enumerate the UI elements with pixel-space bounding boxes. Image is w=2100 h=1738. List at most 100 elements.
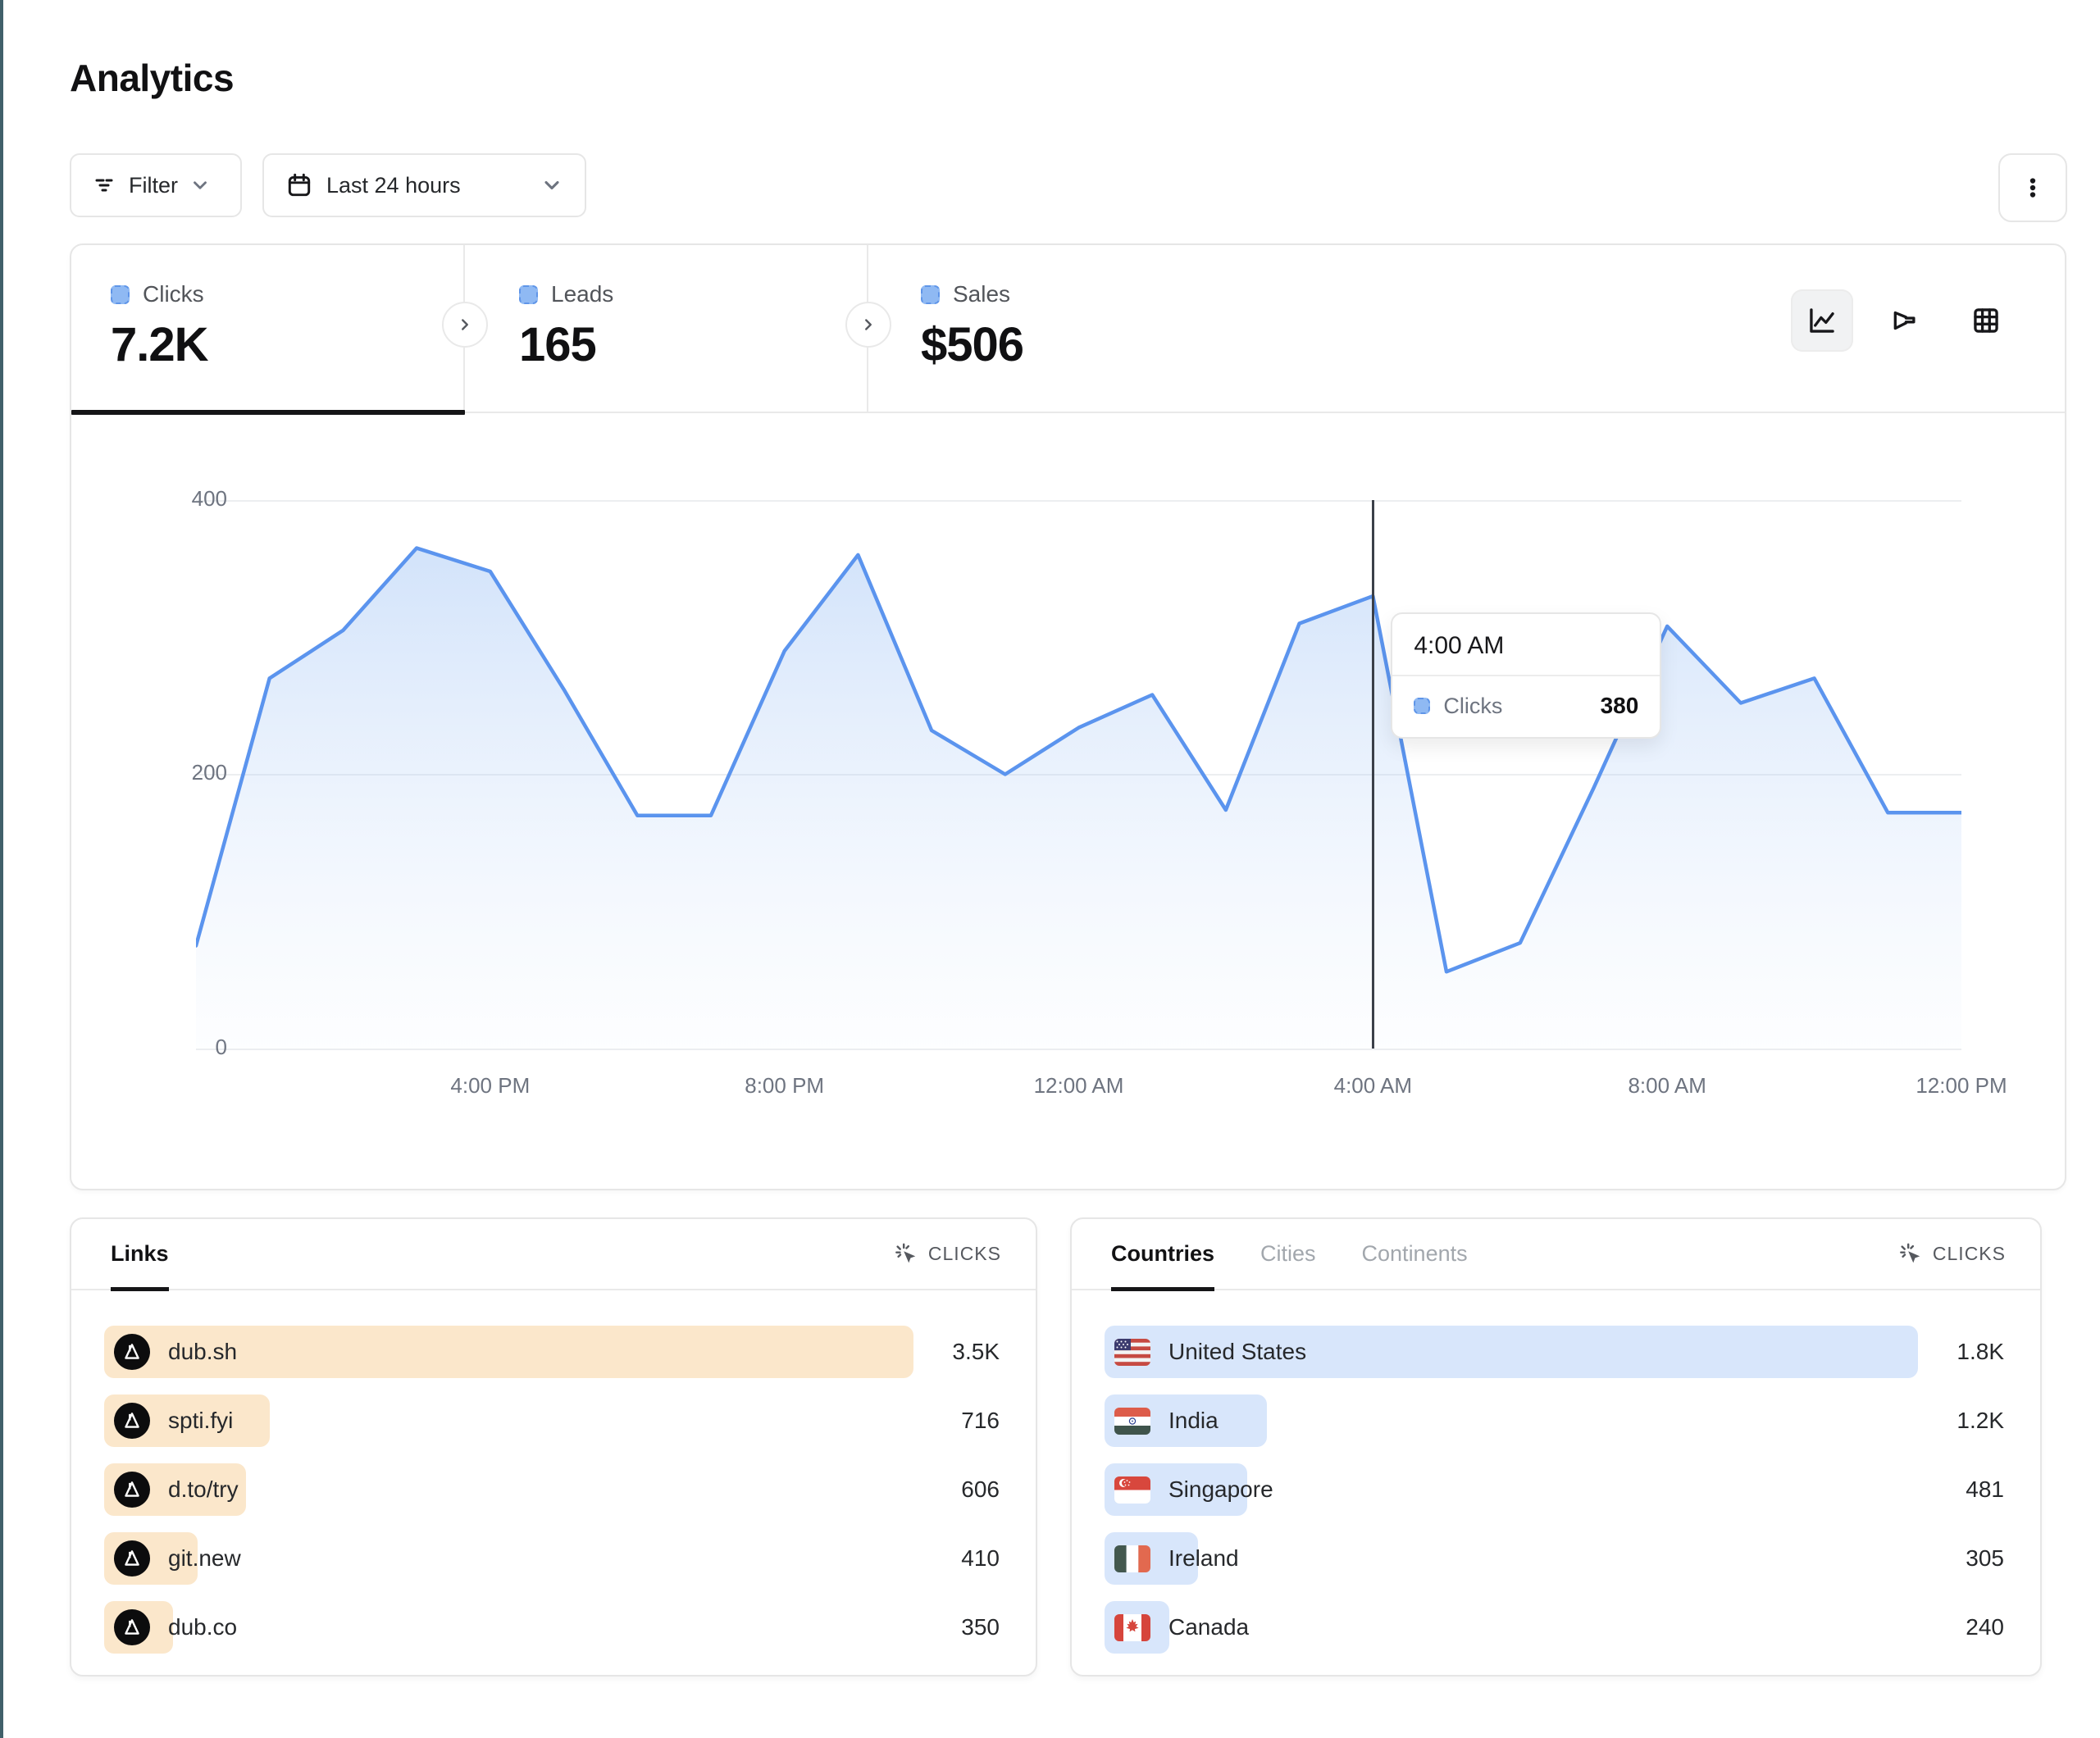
link-label: dub.co (168, 1614, 238, 1640)
stat-tabs-row: Clicks 7.2K Leads 165 Sales $506 (71, 245, 2065, 415)
filter-button-label: Filter (129, 172, 178, 198)
more-options-button[interactable] (1998, 153, 2067, 222)
crosshair-line (1371, 500, 1374, 1049)
ca-flag-icon (1114, 1613, 1150, 1641)
link-row[interactable]: dub.co 350 (104, 1601, 1000, 1654)
x-tick-label: 12:00 PM (1916, 1073, 2007, 1098)
country-value: 1.8K (1957, 1339, 2004, 1364)
country-row[interactable]: Ireland 305 (1105, 1532, 2004, 1585)
tab-continents[interactable]: Continents (1361, 1241, 1468, 1266)
sales-legend-swatch (921, 284, 940, 304)
date-range-button[interactable]: Last 24 hours (262, 153, 586, 217)
country-label: Ireland (1168, 1545, 1239, 1571)
tab-leads-label: Leads (551, 281, 614, 307)
countries-metric-sort-button[interactable]: CLICKS (1898, 1242, 2006, 1267)
country-value: 481 (1966, 1476, 2004, 1502)
tab-clicks[interactable]: Clicks 7.2K (71, 245, 465, 415)
x-tick-label: 8:00 PM (745, 1073, 825, 1098)
date-range-label: Last 24 hours (326, 172, 461, 198)
ie-flag-icon (1114, 1545, 1150, 1572)
grid-icon (1970, 305, 2002, 336)
country-row[interactable]: Singapore 481 (1105, 1463, 2004, 1516)
leads-value: 165 (519, 318, 597, 371)
tooltip-series-label: Clicks (1443, 693, 1503, 718)
tab-countries[interactable]: Countries (1111, 1218, 1215, 1291)
window-edge-strip (0, 0, 3, 1738)
series-line (196, 546, 1961, 974)
link-value: 3.5K (952, 1339, 1000, 1364)
chart-plot-svg (196, 546, 1961, 1049)
leads-legend-swatch (519, 284, 538, 304)
chevron-right-icon (456, 316, 474, 334)
kebab-menu-icon (2019, 174, 2047, 202)
link-row[interactable]: dub.sh 3.5K (104, 1326, 1000, 1378)
expand-leads-chevron-button[interactable] (845, 302, 891, 348)
tooltip-time: 4:00 AM (1392, 614, 1660, 676)
link-row[interactable]: spti.fyi 716 (104, 1394, 1000, 1447)
cursor-click-icon (1898, 1242, 1923, 1267)
chevron-down-icon (189, 175, 211, 196)
filter-button[interactable]: Filter (70, 153, 242, 217)
expand-clicks-chevron-button[interactable] (442, 302, 488, 348)
links-panel: Links CLICKS dub.sh 3.5K spti.fyi 716 d.to/t… (70, 1217, 1037, 1677)
link-value: 606 (961, 1476, 1000, 1502)
link-row[interactable]: git.new 410 (104, 1532, 1000, 1585)
country-label: United States (1168, 1339, 1307, 1364)
x-tick-label: 4:00 AM (1333, 1073, 1413, 1098)
x-tick-label: 4:00 PM (450, 1073, 531, 1098)
links-metric-sort-button[interactable]: CLICKS (894, 1242, 1001, 1267)
country-label: India (1168, 1408, 1219, 1433)
tab-links[interactable]: Links (111, 1218, 169, 1291)
funnel-icon (1888, 305, 1920, 336)
bar-fill (104, 1326, 913, 1378)
dub-logo-icon (114, 1609, 150, 1645)
tooltip-legend-swatch (1414, 698, 1431, 714)
chart-type-toggle-group (1791, 289, 2017, 352)
clicks-legend-swatch (111, 284, 130, 304)
gridline-400 (196, 500, 1961, 502)
link-value: 716 (961, 1408, 1000, 1433)
table-view-button[interactable] (1955, 289, 2017, 352)
link-label: dub.sh (168, 1339, 238, 1364)
chevron-down-icon (540, 174, 563, 197)
clicks-value: 7.2K (111, 318, 209, 371)
country-row[interactable]: United States 1.8K (1105, 1326, 2004, 1378)
country-value: 1.2K (1957, 1408, 2004, 1433)
tab-sales[interactable]: Sales $506 (868, 245, 1295, 413)
funnel-view-button[interactable] (1873, 289, 1935, 352)
sg-flag-icon (1114, 1476, 1150, 1504)
line-chart-view-button[interactable] (1791, 289, 1853, 352)
country-value: 305 (1966, 1545, 2004, 1571)
active-tab-underline (71, 410, 465, 415)
dub-logo-icon (114, 1472, 150, 1508)
country-value: 240 (1966, 1614, 2004, 1640)
link-value: 410 (961, 1545, 1000, 1571)
y-tick-label: 400 (191, 485, 227, 511)
area-fill (196, 548, 1961, 1049)
link-value: 350 (961, 1614, 1000, 1640)
bar-fill (1105, 1326, 1918, 1378)
x-axis-line (196, 1049, 1961, 1050)
tab-cities[interactable]: Cities (1260, 1241, 1316, 1266)
filter-icon (91, 172, 117, 198)
link-label: d.to/try (168, 1476, 239, 1502)
page-title: Analytics (70, 57, 235, 99)
dub-logo-icon (114, 1540, 150, 1576)
us-flag-icon (1114, 1338, 1150, 1366)
cursor-click-icon (894, 1242, 918, 1267)
link-row[interactable]: d.to/try 606 (104, 1463, 1000, 1516)
country-row[interactable]: India 1.2K (1105, 1394, 2004, 1447)
tab-sales-label: Sales (953, 281, 1011, 307)
x-tick-label: 8:00 AM (1628, 1073, 1706, 1098)
x-tick-label: 12:00 AM (1033, 1073, 1124, 1098)
country-label: Canada (1168, 1614, 1250, 1640)
chevron-right-icon (859, 316, 877, 334)
tooltip-value: 380 (1600, 693, 1639, 718)
tab-clicks-label: Clicks (143, 281, 204, 307)
in-flag-icon (1114, 1407, 1150, 1435)
country-label: Singapore (1168, 1476, 1273, 1502)
country-row[interactable]: Canada 240 (1105, 1601, 2004, 1654)
countries-panel: Countries Cities Continents CLICKS Unite… (1070, 1217, 2042, 1677)
countries-metric-label: CLICKS (1932, 1243, 2006, 1264)
